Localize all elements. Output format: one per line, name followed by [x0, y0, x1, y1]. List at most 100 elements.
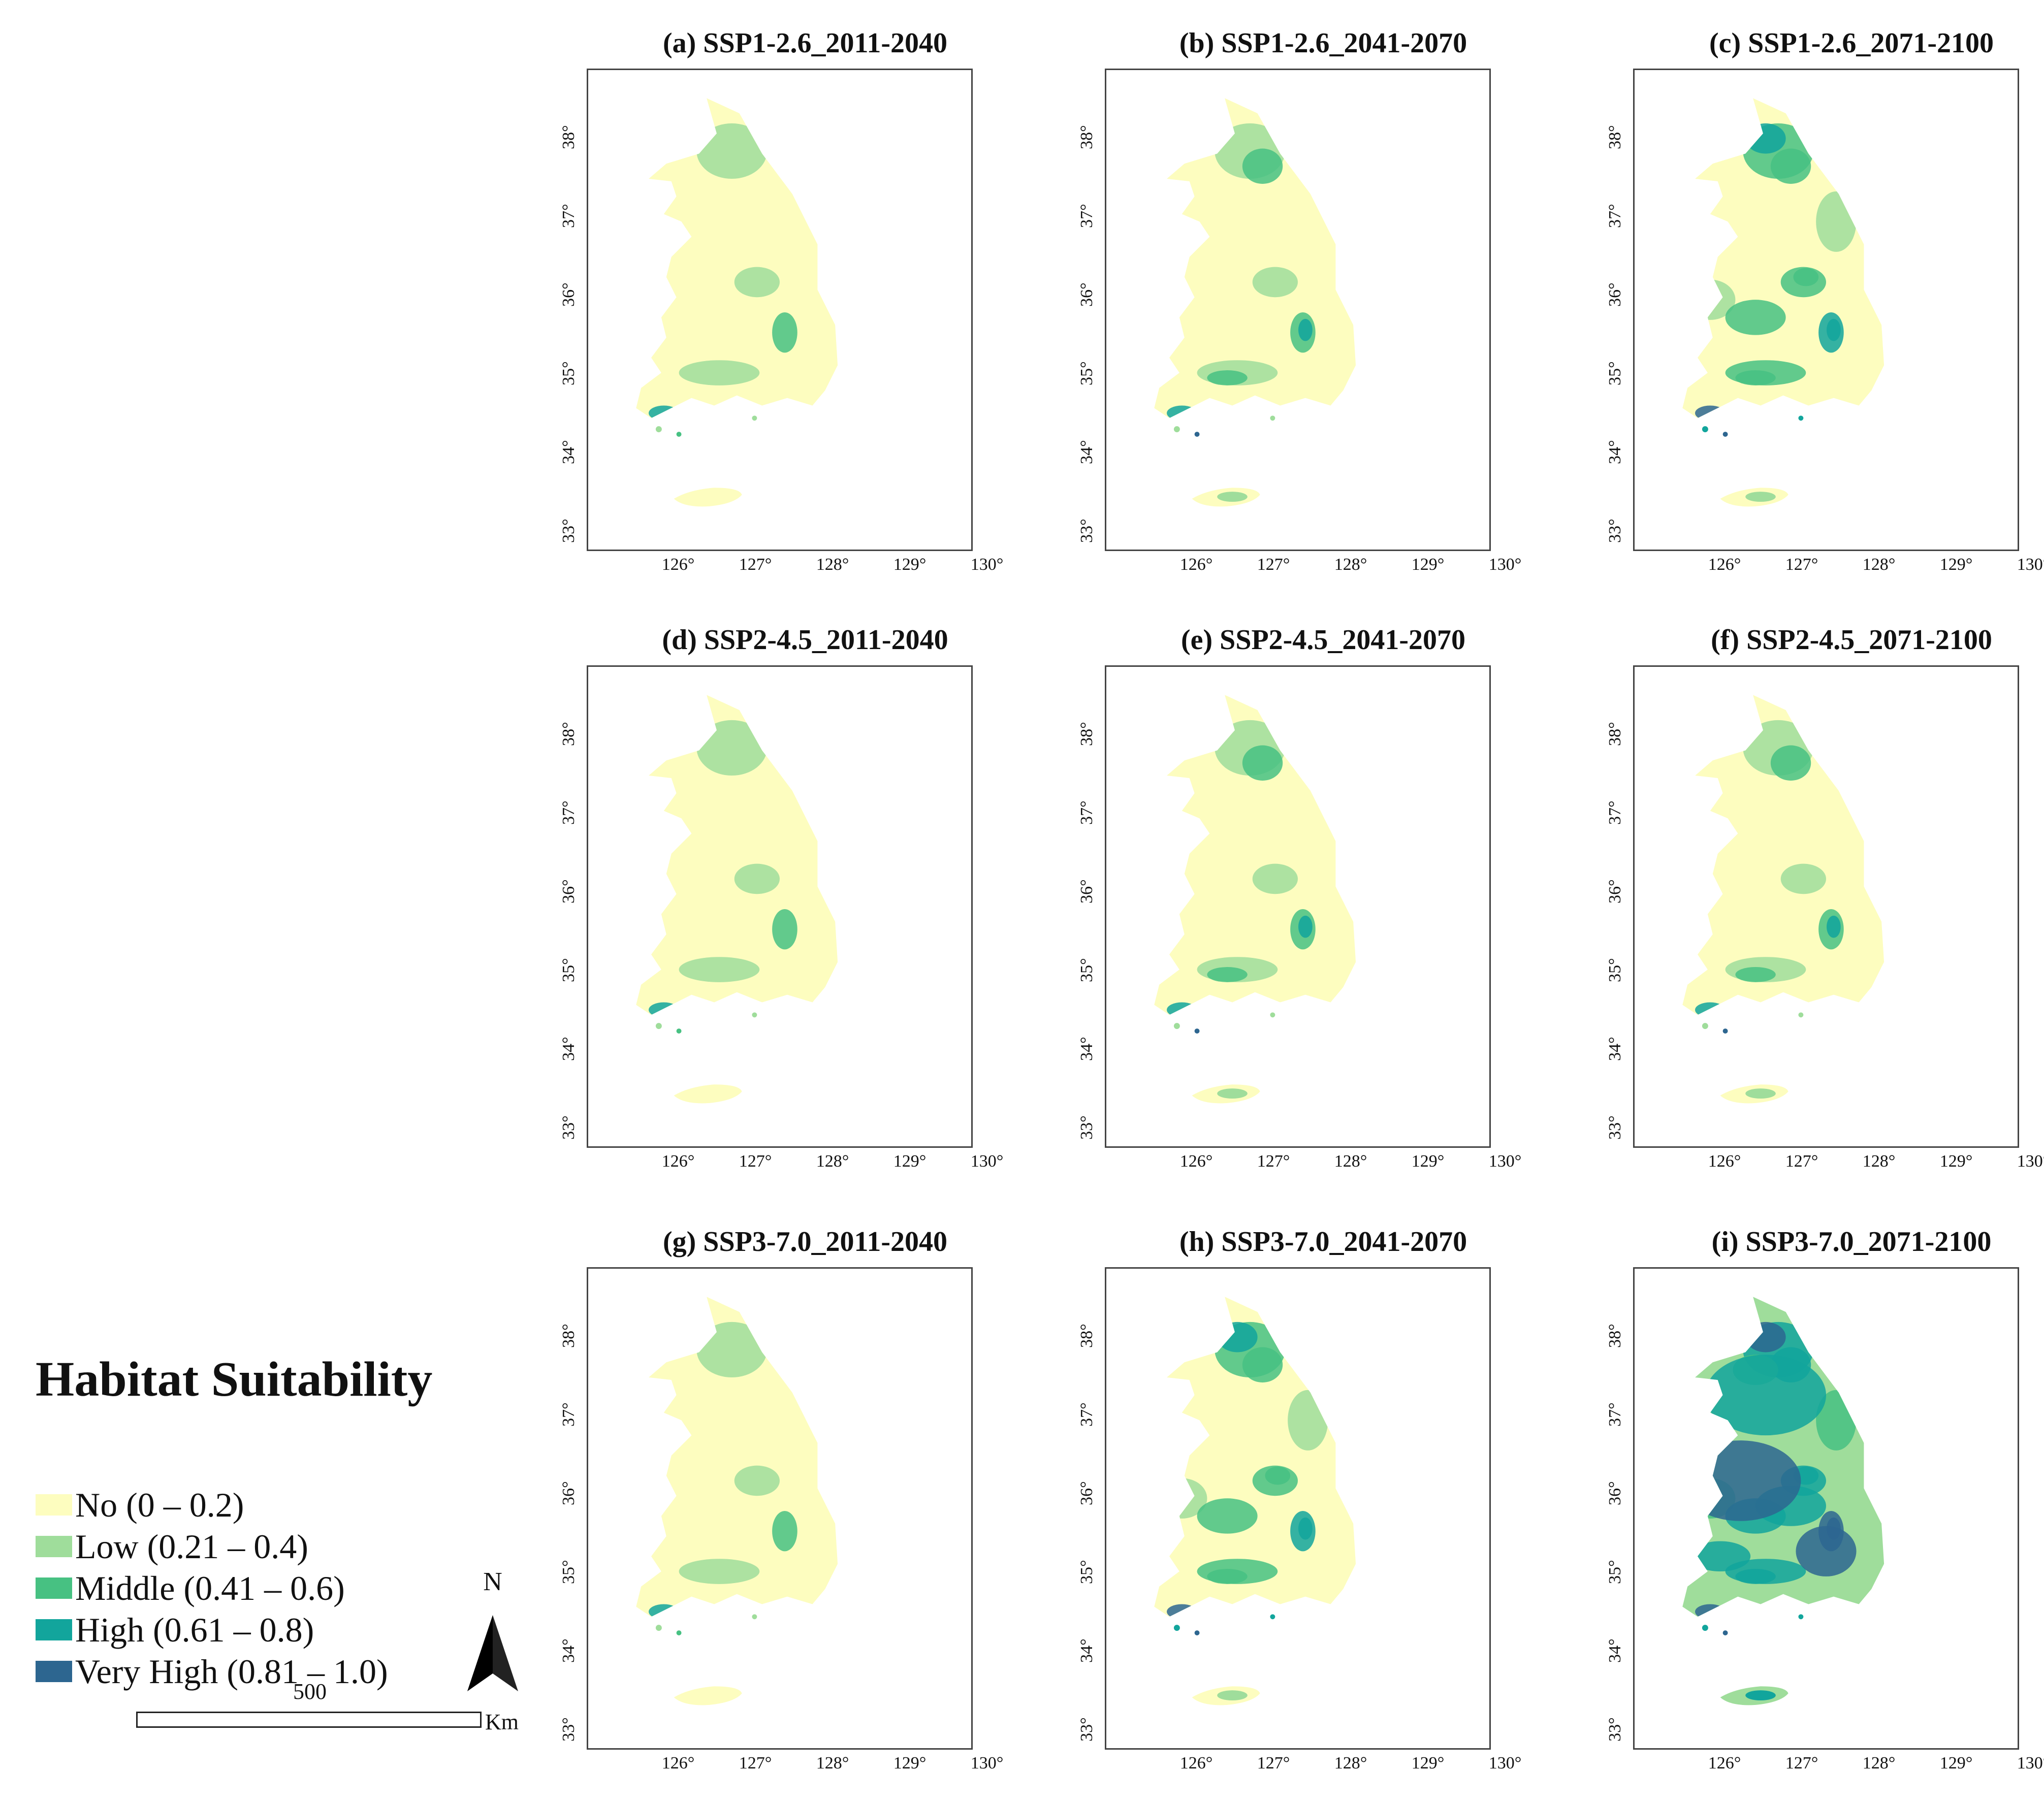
y-tick-label: 36° [1077, 879, 1096, 904]
y-tick-label: 36° [1077, 282, 1096, 307]
suitability-patch [1242, 148, 1283, 184]
island [752, 415, 757, 421]
legend-item: No (0 – 0.2) [36, 1484, 493, 1526]
suitability-patch [1695, 405, 1726, 421]
suitability-patch [1826, 318, 1841, 341]
legend-label: High (0.61 – 0.8) [75, 1610, 314, 1649]
suitability-patch [1246, 1015, 1269, 1025]
x-tick-label: 126° [1708, 1754, 1741, 1773]
y-tick-label: 35° [1077, 361, 1096, 385]
legend-label: Middle (0.41 – 0.6) [75, 1568, 345, 1607]
legend-swatch [36, 1494, 72, 1516]
y-tick-label: 33° [559, 1717, 578, 1742]
map-frame [1633, 665, 2019, 1148]
island [1798, 415, 1804, 421]
island [655, 426, 662, 433]
suitability-patch [1682, 1440, 1801, 1521]
suitability-patch [728, 1617, 751, 1627]
x-tick-label: 126° [1179, 1754, 1213, 1773]
suitability-patch [728, 1015, 751, 1025]
suitability-patch [734, 863, 780, 894]
map-panel: (g) SSP3-7.0_2011-2040 38° 37° 36° 35° 34° 33°… [521, 1219, 1029, 1803]
suitability-patch [1745, 1088, 1776, 1099]
suitability-patch [676, 412, 702, 425]
island [752, 1614, 757, 1620]
y-tick-label: 36° [559, 282, 578, 307]
suitability-patch [1695, 1002, 1726, 1018]
panel-title: (g) SSP3-7.0_2011-2040 [663, 1226, 947, 1258]
legend-label: Low (0.21 – 0.4) [75, 1527, 308, 1566]
island [1270, 1012, 1275, 1018]
y-tick-label: 34° [1606, 1037, 1624, 1061]
suitability-patch [1690, 1541, 1751, 1572]
suitability-patch [1246, 418, 1269, 429]
island [676, 1028, 682, 1034]
map-panel: (d) SSP2-4.5_2011-2040 38° 37° 36° 35° 34° 33°… [521, 617, 1029, 1201]
y-tick-label: 37° [1606, 800, 1624, 825]
island [1194, 1028, 1200, 1034]
suitability-patch [1167, 405, 1197, 421]
x-tick-label: 126° [1179, 1152, 1213, 1171]
suitability-patch [1207, 967, 1248, 982]
suitability-patch [734, 1465, 780, 1496]
y-tick-label: 36° [1606, 1481, 1624, 1505]
panel-title: (h) SSP3-7.0_2041-2070 [1179, 1226, 1467, 1258]
suitability-patch [1252, 267, 1298, 298]
x-tick-label: 127° [739, 555, 772, 574]
y-tick-label: 37° [1077, 204, 1096, 228]
x-tick-label: 130° [2017, 555, 2044, 574]
y-tick-label: 38° [1077, 1324, 1096, 1348]
suitability-patch [1252, 863, 1298, 894]
suitability-patch [1745, 123, 1786, 154]
suitability-patch [1770, 148, 1811, 184]
x-tick-label: 126° [1708, 1152, 1741, 1171]
y-tick-label: 34° [1606, 440, 1624, 464]
scale-bar [136, 1712, 482, 1728]
x-tick-label: 128° [1862, 555, 1896, 574]
x-tick-label: 129° [893, 555, 927, 574]
x-tick-label: 127° [739, 1754, 772, 1773]
suitability-patch [1770, 745, 1811, 781]
suitability-patch [676, 1611, 702, 1623]
island [1702, 1023, 1708, 1029]
x-tick-label: 126° [1708, 555, 1741, 574]
y-tick-label: 36° [559, 1481, 578, 1505]
x-tick-label: 129° [1411, 555, 1445, 574]
x-tick-label: 130° [1488, 1152, 1522, 1171]
suitability-patch [1298, 318, 1313, 341]
island [1722, 432, 1728, 437]
suitability-patch [1735, 1569, 1776, 1584]
x-tick-label: 130° [1488, 555, 1522, 574]
y-tick-label: 33° [1077, 519, 1096, 543]
y-tick-label: 36° [1077, 1481, 1096, 1505]
legend-item: Middle (0.41 – 0.6) [36, 1567, 493, 1609]
y-tick-label: 33° [1606, 519, 1624, 543]
north-arrow-icon [467, 1615, 518, 1691]
y-tick-label: 37° [559, 800, 578, 825]
panel-title: (i) SSP3-7.0_2071-2100 [1711, 1226, 1992, 1258]
suitability-patch [1745, 492, 1776, 502]
y-tick-label: 38° [1606, 1324, 1624, 1348]
jeju-island [674, 488, 742, 507]
x-tick-label: 127° [1785, 555, 1818, 574]
suitability-patch [1288, 1390, 1328, 1451]
suitability-patch [1242, 745, 1283, 781]
suitability-patch [679, 957, 760, 982]
legend-label: No (0 – 0.2) [75, 1485, 244, 1524]
suitability-patch [1217, 1690, 1248, 1700]
x-tick-label: 129° [1411, 1754, 1445, 1773]
map-frame [1105, 1267, 1491, 1750]
island [1722, 1630, 1728, 1636]
x-tick-label: 126° [661, 1152, 695, 1171]
island [1194, 1630, 1200, 1636]
y-tick-label: 37° [1077, 800, 1096, 825]
map-frame [1105, 69, 1491, 551]
y-tick-label: 36° [559, 879, 578, 904]
x-tick-label: 128° [816, 555, 849, 574]
x-tick-label: 127° [1785, 1152, 1818, 1171]
map-panel: (h) SSP3-7.0_2041-2070 38° 37° 36° 35° 34° 33°… [1039, 1219, 1547, 1803]
x-tick-label: 130° [970, 1754, 1004, 1773]
y-tick-label: 34° [559, 1037, 578, 1061]
x-tick-label: 126° [661, 555, 695, 574]
x-tick-label: 128° [1334, 1152, 1367, 1171]
